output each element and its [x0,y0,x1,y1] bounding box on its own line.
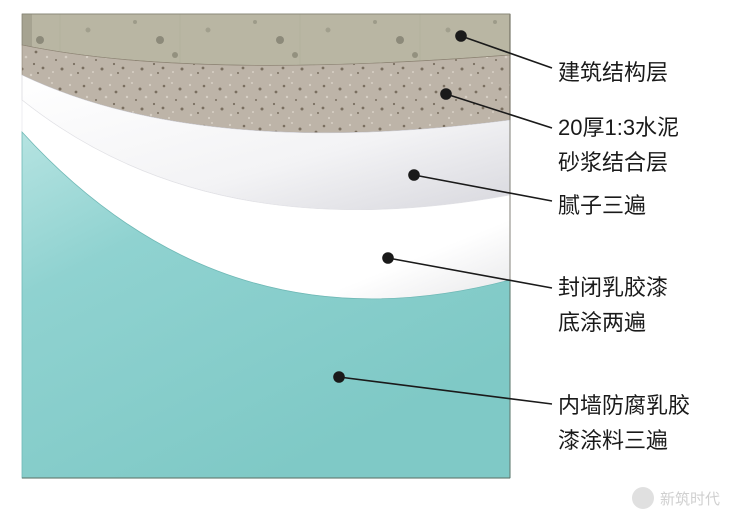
label-mortar: 20厚1:3水泥 砂浆结合层 [558,110,679,180]
watermark-text: 新筑时代 [660,488,720,509]
label-putty: 腻子三遍 [558,188,646,223]
watermark: 新筑时代 [632,487,720,509]
label-primer: 封闭乳胶漆 底涂两遍 [558,270,668,340]
watermark-icon [632,487,654,509]
layers-group [22,14,510,478]
layer-section-diagram: 建筑结构层 20厚1:3水泥 砂浆结合层腻子三遍封闭乳胶漆 底涂两遍内墙防腐乳胶 … [0,0,732,517]
label-topcoat: 内墙防腐乳胶 漆涂料三遍 [558,388,690,458]
label-structure: 建筑结构层 [558,55,668,90]
